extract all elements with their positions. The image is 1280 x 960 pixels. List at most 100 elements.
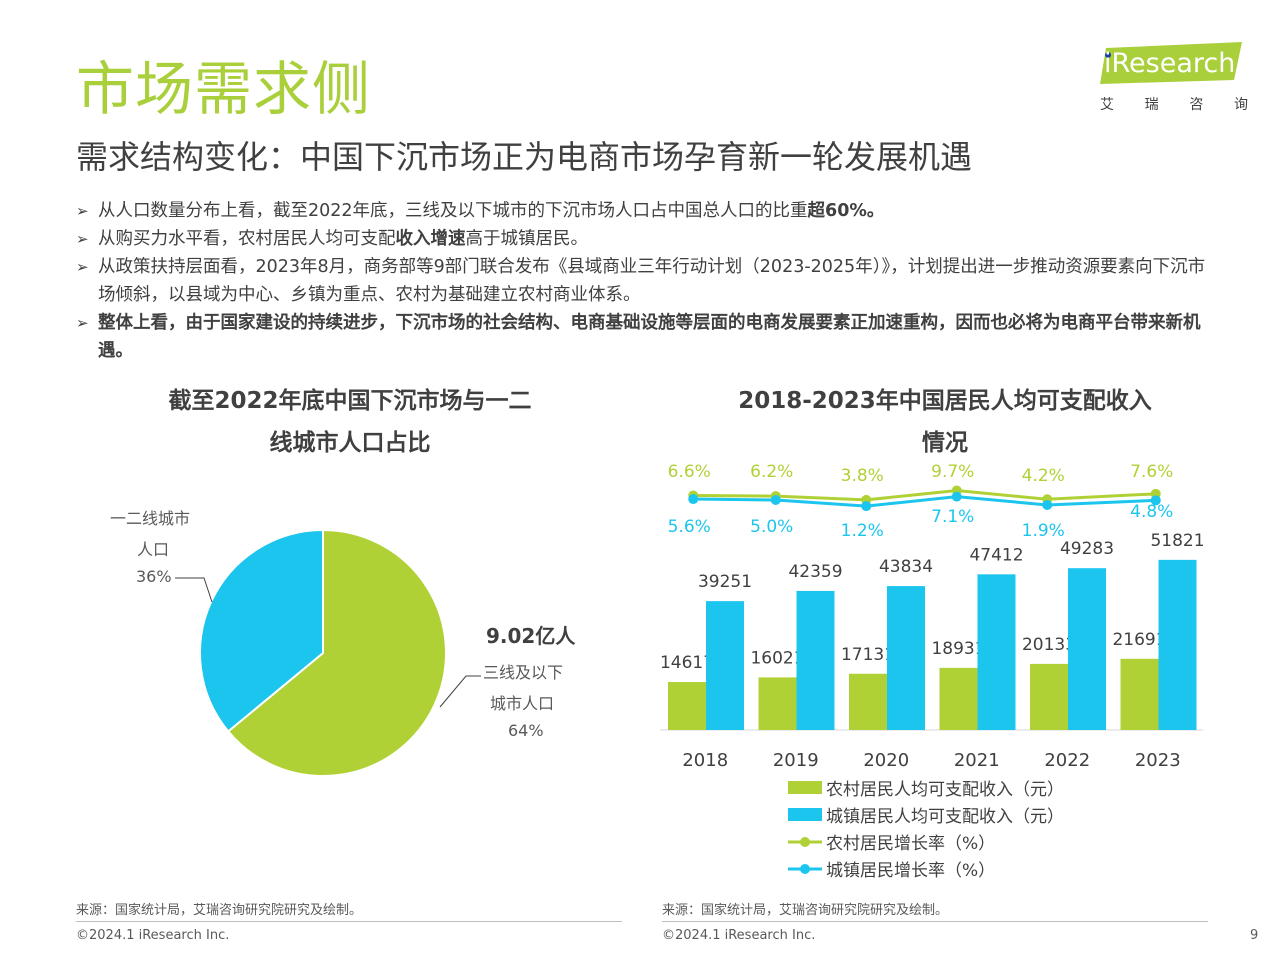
pie-label-lower-tier-line1: 三线及以下 xyxy=(483,663,564,682)
bar-urban-income xyxy=(1068,568,1106,730)
bar-label-urban-income: 51821 xyxy=(1150,531,1204,551)
bar-label-urban-income: 47412 xyxy=(969,545,1023,565)
bar-chart-legend: 农村居民人均可支配收入（元） 城镇居民人均可支配收入（元） 农村居民增长率（%）… xyxy=(788,774,1064,882)
logo-text: iResearch xyxy=(1104,48,1236,79)
iresearch-logo: iResearch 艾 瑞 咨 询 xyxy=(1100,42,1250,114)
bullet-list: ➢ 从人口数量分布上看，截至2022年底，三线及以下城市的下沉市场人口占中国总人… xyxy=(76,197,1216,365)
point-urban-growth xyxy=(770,495,781,505)
bullet-item: ➢ 从购买力水平看，农村居民人均可支配收入增速高于城镇居民。 xyxy=(76,225,1216,253)
bar-rural-income xyxy=(849,673,887,730)
legend-label: 农村居民人均可支配收入（元） xyxy=(826,780,1064,800)
arrow-icon: ➢ xyxy=(76,230,89,248)
bullet-bold: 超60%。 xyxy=(807,201,885,221)
label-urban-growth: 4.8% xyxy=(1130,502,1173,522)
pie-chart xyxy=(175,528,481,777)
x-tick-label: 2023 xyxy=(1135,750,1181,771)
income-bar-line-chart: 2018 14617 39251 2019 16021 42359 2020 17131 438… xyxy=(660,462,1205,771)
pie-source-note: 来源：国家统计局，艾瑞咨询研究院研究及绘制。 xyxy=(76,903,363,918)
pie-leader-lower-tier xyxy=(439,675,481,708)
pie-slice-lower-tier xyxy=(226,528,447,777)
bar-rural-income xyxy=(939,667,978,730)
point-urban-growth xyxy=(951,491,962,502)
legend-label: 农村居民增长率（%） xyxy=(826,834,996,854)
label-urban-growth: 1.9% xyxy=(1022,521,1065,541)
label-urban-growth: 5.6% xyxy=(668,517,711,537)
bar-urban-income xyxy=(796,590,835,730)
copyright-left: ©2024.1 iResearch Inc. xyxy=(76,928,230,943)
label-rural-growth: 9.7% xyxy=(931,462,974,482)
bar-label-urban-income: 49283 xyxy=(1060,539,1114,559)
page-subtitle: 需求结构变化：中国下沉市场正为电商市场孕育新一轮发展机遇 xyxy=(76,138,973,176)
bullet-text: 从人口数量分布上看，截至2022年底，三线及以下城市的下沉市场人口占中国总人口的… xyxy=(98,201,808,221)
logo-cn-char: 咨 xyxy=(1189,97,1204,113)
bar-urban-income xyxy=(706,601,744,730)
label-urban-growth: 7.1% xyxy=(931,507,974,527)
logo-dot-icon xyxy=(1105,52,1111,58)
legend-item: 城镇居民增长率（%） xyxy=(788,855,1064,882)
pie-chart-title: 截至2022年底中国下沉市场与一二 线城市人口占比 xyxy=(130,380,570,464)
bar-label-rural-income: 17131 xyxy=(841,645,895,665)
bullet-bold: 收入增速 xyxy=(395,229,466,249)
legend-swatch-rural-income xyxy=(788,781,822,794)
logo-cn-char: 艾 xyxy=(1100,97,1114,113)
pie-label-tier12-line2: 人口 xyxy=(137,540,170,559)
bullet-text: 整体上看，由于国家建设的持续进步，下沉市场的社会结构、电商基础设施等层面的电商发… xyxy=(98,313,1201,361)
legend-line-urban-growth xyxy=(788,863,822,874)
arrow-icon: ➢ xyxy=(76,258,89,276)
x-tick-label: 2022 xyxy=(1044,750,1090,771)
legend-label: 城镇居民增长率（%） xyxy=(826,861,996,881)
x-tick-label: 2019 xyxy=(773,750,819,771)
copyright-right: ©2024.1 iResearch Inc. xyxy=(662,928,816,943)
bar-source-note: 来源：国家统计局，艾瑞咨询研究院研究及绘制。 xyxy=(662,903,949,918)
pie-title-line2: 线城市人口占比 xyxy=(269,430,431,456)
label-rural-growth: 6.2% xyxy=(750,462,793,482)
pie-leader-tier12 xyxy=(175,577,213,603)
bar-label-urban-income: 39251 xyxy=(698,572,752,592)
label-rural-growth: 6.6% xyxy=(668,462,711,482)
arrow-icon: ➢ xyxy=(76,202,89,220)
bar-urban-income xyxy=(887,586,925,730)
pie-label-tier12-line1: 一二线城市 xyxy=(110,509,191,528)
bar-label-rural-income: 21691 xyxy=(1112,630,1166,650)
x-tick-label: 2020 xyxy=(863,750,909,771)
label-rural-growth: 4.2% xyxy=(1022,466,1065,486)
legend-item: 农村居民人均可支配收入（元） xyxy=(788,774,1064,801)
legend-item: 农村居民增长率（%） xyxy=(788,828,1064,855)
bar-title-line1: 2018-2023年中国居民人均可支配收入 xyxy=(738,388,1152,414)
footer-divider-left xyxy=(76,921,622,922)
label-urban-growth: 5.0% xyxy=(750,517,793,537)
bar-urban-income xyxy=(977,574,1016,730)
bar-rural-income xyxy=(1030,663,1068,730)
bar-label-rural-income: 20133 xyxy=(1022,635,1076,655)
bar-urban-income xyxy=(1158,559,1197,730)
pie-title-line1: 截至2022年底中国下沉市场与一二 xyxy=(168,388,532,414)
line-urban-growth xyxy=(693,495,1156,508)
x-tick-label: 2018 xyxy=(682,750,728,771)
legend-item: 城镇居民人均可支配收入（元） xyxy=(788,801,1064,828)
label-urban-growth: 1.2% xyxy=(841,521,884,541)
legend-line-rural-growth xyxy=(788,836,822,847)
logo-cn-text: 艾 瑞 咨 询 xyxy=(1100,94,1248,114)
bullet-text: 从购买力水平看，农村居民人均可支配 xyxy=(98,229,396,249)
bar-label-rural-income: 18931 xyxy=(931,639,985,659)
logo-cn-char: 询 xyxy=(1233,97,1248,113)
bar-chart-title: 2018-2023年中国居民人均可支配收入 情况 xyxy=(700,380,1190,464)
pie-label-lower-tier-line2: 城市人口 xyxy=(490,694,555,713)
point-urban-growth xyxy=(688,494,699,505)
x-tick-label: 2021 xyxy=(954,750,1000,771)
line-rural-growth xyxy=(693,488,1156,502)
page-number: 9 xyxy=(1250,928,1259,943)
point-urban-growth xyxy=(861,501,872,512)
logo-cn-char: 瑞 xyxy=(1144,97,1159,113)
bar-rural-income xyxy=(1120,658,1159,730)
bar-rural-income xyxy=(758,677,797,730)
bullet-text: 从政策扶持层面看，2023年8月，商务部等9部门联合发布《县域商业三年行动计划（… xyxy=(98,257,1206,305)
point-urban-growth xyxy=(1042,499,1053,510)
label-rural-growth: 3.8% xyxy=(841,466,884,486)
bullet-item: ➢ 从人口数量分布上看，截至2022年底，三线及以下城市的下沉市场人口占中国总人… xyxy=(76,197,1216,225)
bar-rural-income xyxy=(668,682,706,730)
bar-label-rural-income: 16021 xyxy=(750,648,804,668)
bullet-text: 高于城镇居民。 xyxy=(465,229,589,249)
bullet-item: ➢ 从政策扶持层面看，2023年8月，商务部等9部门联合发布《县域商业三年行动计… xyxy=(76,253,1216,309)
legend-swatch-urban-income xyxy=(788,808,822,821)
